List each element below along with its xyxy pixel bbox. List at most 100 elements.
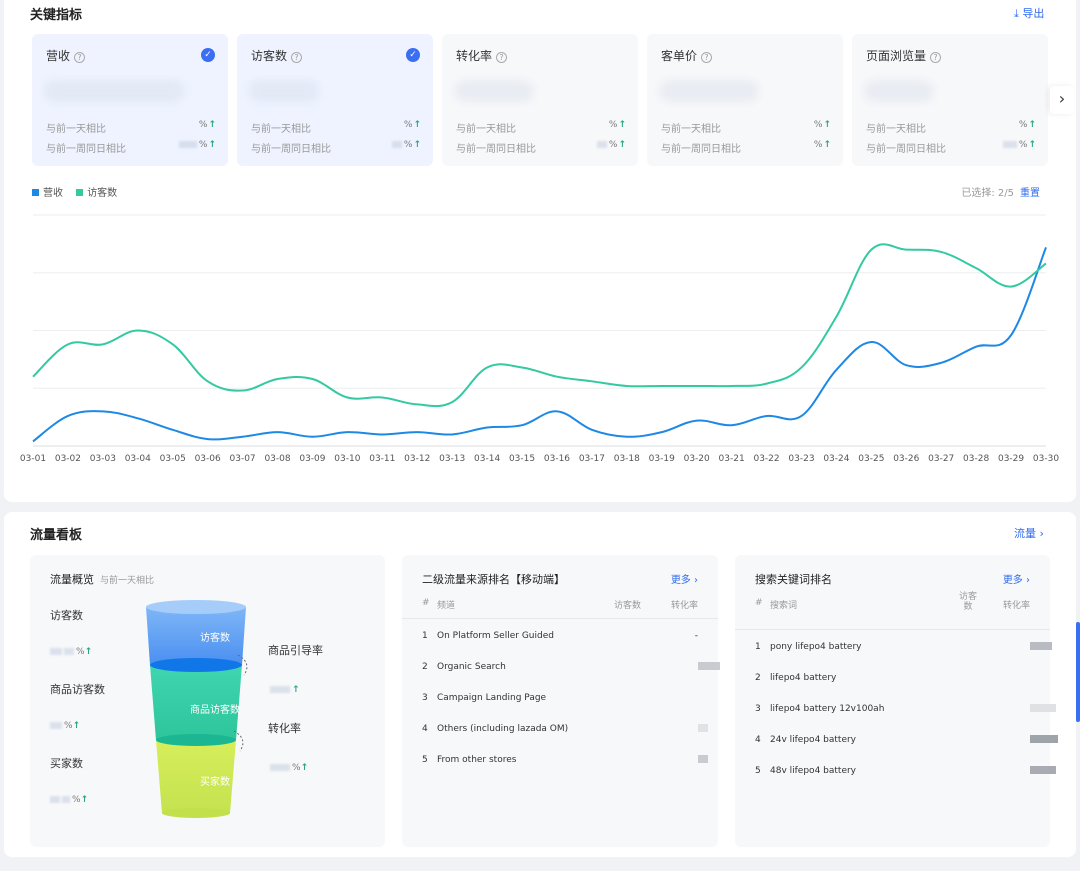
arrow-up-icon: ↑ bbox=[1028, 120, 1036, 130]
help-icon[interactable]: ? bbox=[701, 52, 713, 63]
metric-card-title: 客单价 bbox=[661, 49, 698, 63]
funnel-bottom-label: 买家数 bbox=[200, 777, 230, 788]
compare-week-value: %↑ bbox=[1002, 140, 1036, 150]
x-tick-label: 03-26 bbox=[893, 454, 919, 464]
arrow-up-icon: ↑ bbox=[618, 140, 626, 150]
x-tick-label: 03-08 bbox=[264, 454, 290, 464]
traffic-overview-card: 流量概览 与前一天相比 访客数 %↑ 商品访客数 %↑ 买家数 %↑ 商品引导率 … bbox=[30, 555, 385, 847]
metric-card-page-views[interactable]: 页面浏览量? 与前一天相比 %↑ 与前一周同日相比 %↑ bbox=[852, 34, 1048, 166]
metric-card-revenue[interactable]: 营收? ✓ 与前一天相比 %↑ 与前一周同日相比 %↑ bbox=[32, 34, 228, 166]
blurred-value bbox=[864, 80, 934, 102]
legend-swatch bbox=[32, 189, 39, 196]
compare-week-value: %↑ bbox=[596, 140, 626, 150]
product-visitors-label: 商品访客数 bbox=[50, 683, 105, 696]
compare-week-label: 与前一周同日相比 bbox=[661, 144, 741, 155]
compare-day-value: %↑ bbox=[403, 120, 421, 130]
x-tick-label: 03-24 bbox=[823, 454, 849, 464]
key-metrics-title: 关键指标 bbox=[30, 8, 83, 23]
line-chart: 03-01 03-02 03-03 03-04 03-05 03-06 03-07 03-08… bbox=[20, 214, 1059, 464]
metric-card-conversion[interactable]: 转化率? 与前一天相比 %↑ 与前一周同日相比 %↑ bbox=[442, 34, 638, 166]
product-visitors-value: %↑ bbox=[50, 721, 80, 731]
legend-item-revenue[interactable]: 营收 bbox=[32, 188, 63, 199]
x-tick-label: 03-17 bbox=[579, 454, 605, 464]
x-tick-label: 03-12 bbox=[404, 454, 430, 464]
guide-rate-value: ↑ bbox=[270, 685, 300, 695]
metric-card-avg-order[interactable]: 客单价? 与前一天相比 %↑ 与前一周同日相比 %↑ bbox=[647, 34, 843, 166]
metric-card-title: 页面浏览量 bbox=[866, 49, 927, 63]
reset-button[interactable]: 重置 bbox=[1020, 188, 1040, 199]
visitors-label: 访客数 bbox=[50, 609, 83, 622]
compare-week-label: 与前一周同日相比 bbox=[866, 144, 946, 155]
blurred-value bbox=[44, 80, 184, 102]
compare-day-value: %↑ bbox=[198, 120, 216, 130]
sources-title: 二级流量来源排名【移动端】 bbox=[422, 573, 565, 586]
metric-card-title: 访客数 bbox=[251, 49, 288, 63]
help-icon[interactable]: ? bbox=[930, 52, 942, 63]
x-tick-label: 03-09 bbox=[299, 454, 325, 464]
series-line-revenue[interactable] bbox=[32, 246, 1047, 443]
compare-week-value: %↑ bbox=[178, 140, 216, 150]
x-tick-label: 03-03 bbox=[90, 454, 116, 464]
chevron-right-icon[interactable]: › bbox=[1050, 86, 1074, 114]
series-line-visitors[interactable] bbox=[32, 243, 1047, 408]
x-tick-label: 03-28 bbox=[963, 454, 989, 464]
funnel-top bbox=[146, 607, 246, 665]
x-tick-label: 03-29 bbox=[998, 454, 1024, 464]
sources-more-link[interactable]: 更多 › bbox=[670, 575, 698, 586]
funnel-top-label: 访客数 bbox=[200, 633, 230, 644]
legend-swatch bbox=[76, 189, 84, 196]
overview-title: 流量概览 bbox=[50, 573, 94, 586]
compare-week-value: %↑ bbox=[391, 140, 421, 150]
arrow-up-icon: ↑ bbox=[618, 120, 626, 130]
guide-rate-label: 商品引导率 bbox=[268, 644, 323, 657]
x-tick-label: 03-04 bbox=[125, 454, 151, 464]
x-tick-label: 03-25 bbox=[858, 454, 884, 464]
x-tick-label: 03-05 bbox=[160, 454, 186, 464]
x-tick-label: 03-21 bbox=[719, 454, 745, 464]
compare-day-value: %↑ bbox=[813, 120, 831, 130]
blurred-value bbox=[659, 80, 759, 102]
x-tick-label: 03-22 bbox=[753, 454, 779, 464]
compare-week-label: 与前一周同日相比 bbox=[456, 144, 536, 155]
help-icon[interactable]: ? bbox=[496, 52, 508, 63]
buyers-value: %↑ bbox=[50, 795, 88, 805]
export-button[interactable]: ⤓ 导出 bbox=[1014, 5, 1044, 21]
metric-card-title: 营收 bbox=[46, 49, 71, 63]
blurred-value bbox=[249, 80, 319, 102]
x-tick-label: 03-23 bbox=[788, 454, 814, 464]
x-tick-label: 03-27 bbox=[928, 454, 954, 464]
arrow-up-icon: ↑ bbox=[413, 140, 421, 150]
conversion-label: 转化率 bbox=[268, 722, 301, 735]
legend-item-visitors[interactable]: 访客数 bbox=[76, 188, 117, 199]
blurred-value bbox=[454, 80, 534, 102]
traffic-link[interactable]: 流量 › bbox=[1014, 527, 1044, 540]
scrollbar[interactable] bbox=[1076, 622, 1080, 722]
arrow-up-icon: ↑ bbox=[823, 120, 831, 130]
compare-day-value: %↑ bbox=[608, 120, 626, 130]
funnel-bottom bbox=[156, 740, 236, 813]
compare-week-label: 与前一周同日相比 bbox=[251, 144, 331, 155]
x-tick-label: 03-18 bbox=[614, 454, 640, 464]
x-tick-label: 03-14 bbox=[474, 454, 500, 464]
compare-week-value: %↑ bbox=[813, 140, 831, 150]
help-icon[interactable]: ? bbox=[291, 52, 303, 63]
chevron-right-icon: › bbox=[1026, 575, 1030, 586]
compare-day-label: 与前一天相比 bbox=[46, 124, 106, 135]
selected-count: 已选择: 2/5 重置 bbox=[961, 188, 1040, 199]
visitors-value: %↑ bbox=[50, 647, 92, 657]
chevron-right-icon: › bbox=[1039, 527, 1044, 540]
compare-day-label: 与前一天相比 bbox=[866, 124, 926, 135]
x-tick-label: 03-19 bbox=[649, 454, 675, 464]
x-tick-label: 03-20 bbox=[684, 454, 710, 464]
traffic-title: 流量看板 bbox=[30, 528, 83, 543]
keywords-more-link[interactable]: 更多 › bbox=[1002, 575, 1030, 586]
arrow-up-icon: ↑ bbox=[1028, 140, 1036, 150]
check-icon: ✓ bbox=[201, 48, 215, 62]
arrow-up-icon: ↑ bbox=[823, 140, 831, 150]
chevron-right-icon: › bbox=[694, 575, 698, 586]
metric-card-visitors[interactable]: 访客数? ✓ 与前一天相比 %↑ 与前一周同日相比 %↑ bbox=[237, 34, 433, 166]
help-icon[interactable]: ? bbox=[74, 52, 86, 63]
x-tick-label: 03-30 bbox=[1033, 454, 1059, 464]
keywords-title: 搜索关键词排名 bbox=[755, 573, 832, 586]
funnel-mid bbox=[150, 665, 242, 740]
